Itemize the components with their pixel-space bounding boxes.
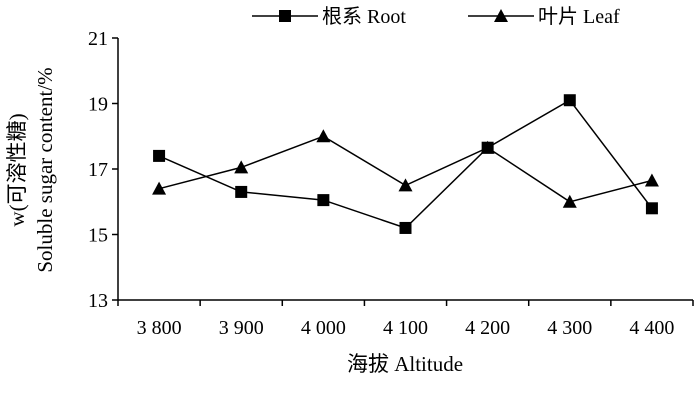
legend-marker-square xyxy=(279,10,291,22)
legend-label-leaf: 叶片 Leaf xyxy=(538,5,620,28)
y-tick-label: 21 xyxy=(88,28,108,50)
x-tick-label: 4 100 xyxy=(383,317,428,339)
x-tick-label: 3 900 xyxy=(219,317,264,339)
series-line-leaf xyxy=(158,135,653,203)
data-point-leaf xyxy=(644,173,659,187)
x-axis-title: 海拔 Altitude xyxy=(347,352,463,376)
y-tick-label: 15 xyxy=(88,225,108,247)
plot-area xyxy=(152,94,659,234)
x-tick-label: 4 300 xyxy=(547,317,592,339)
legend-label-root: 根系 Root xyxy=(322,5,406,28)
legend-marker-triangle xyxy=(494,9,508,22)
legend: 根系 Root 叶片 Leaf xyxy=(252,5,620,28)
x-tick-label: 4 000 xyxy=(301,317,346,339)
data-point-root xyxy=(563,94,576,107)
data-point-leaf xyxy=(234,160,249,174)
data-point-leaf xyxy=(152,181,167,195)
y-tick-label: 17 xyxy=(88,159,108,181)
x-tick-label: 4 400 xyxy=(629,317,674,339)
data-point-root xyxy=(645,202,658,215)
y-tick-label: 13 xyxy=(88,290,108,312)
axes: 13 15 17 19 21 3 800 3 900 4 000 4 100 4 200 4 300… xyxy=(88,28,694,339)
data-point-leaf xyxy=(316,129,331,143)
data-point-root xyxy=(153,149,166,162)
x-tick-label: 4 200 xyxy=(465,317,510,339)
data-point-root xyxy=(399,221,412,234)
data-point-leaf xyxy=(562,194,577,208)
y-axis-title-line1: w(可溶性糖) xyxy=(5,113,29,226)
y-axis-title-line2: Soluble sugar content/% xyxy=(33,67,57,272)
y-tick-label: 19 xyxy=(88,94,108,116)
series-line-root xyxy=(158,99,653,229)
x-tick-label: 3 800 xyxy=(137,317,182,339)
data-point-root xyxy=(317,194,330,207)
data-point-leaf xyxy=(398,178,413,192)
data-point-leaf xyxy=(480,140,495,154)
data-point-root xyxy=(235,185,248,198)
y-axis-title: w(可溶性糖) Soluble sugar content/% xyxy=(5,67,57,272)
